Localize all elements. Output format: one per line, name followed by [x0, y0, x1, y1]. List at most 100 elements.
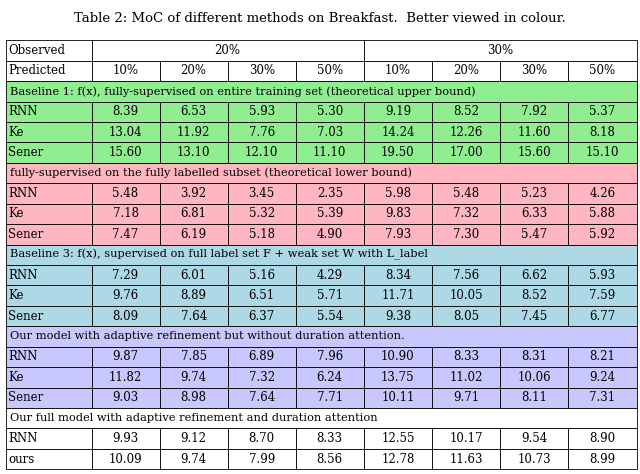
Text: Ke: Ke	[8, 371, 24, 384]
Text: 6.24: 6.24	[317, 371, 343, 384]
Bar	[364, 204, 432, 224]
Text: 4.26: 4.26	[589, 187, 616, 200]
Bar	[568, 449, 637, 469]
Text: 5.93: 5.93	[248, 105, 275, 118]
Text: 15.60: 15.60	[109, 146, 142, 159]
Bar	[6, 40, 92, 61]
Bar	[159, 204, 228, 224]
Bar	[432, 122, 500, 142]
Text: 8.05: 8.05	[453, 310, 479, 322]
Text: 10.05: 10.05	[449, 289, 483, 302]
Text: 9.54: 9.54	[521, 432, 547, 445]
Text: 3.45: 3.45	[248, 187, 275, 200]
Bar	[228, 346, 296, 367]
Bar	[159, 142, 228, 163]
Bar	[568, 367, 637, 388]
Bar	[568, 142, 637, 163]
Bar	[568, 61, 637, 81]
Bar	[6, 101, 92, 122]
Bar	[364, 40, 637, 61]
Text: 7.30: 7.30	[453, 228, 479, 241]
Text: 8.21: 8.21	[589, 350, 616, 364]
Bar	[159, 265, 228, 285]
Text: 5.48: 5.48	[453, 187, 479, 200]
Text: 10.73: 10.73	[517, 453, 551, 465]
Text: Sener: Sener	[8, 228, 44, 241]
Bar	[159, 428, 228, 449]
Text: 7.96: 7.96	[317, 350, 343, 364]
Bar	[500, 388, 568, 408]
Bar	[92, 142, 159, 163]
Bar	[500, 285, 568, 306]
Text: 19.50: 19.50	[381, 146, 415, 159]
Text: 7.45: 7.45	[521, 310, 547, 322]
Text: 7.32: 7.32	[453, 208, 479, 220]
Bar	[500, 306, 568, 326]
Bar	[500, 183, 568, 204]
Text: 8.70: 8.70	[249, 432, 275, 445]
Text: 7.71: 7.71	[317, 391, 343, 404]
Bar	[432, 428, 500, 449]
Bar	[6, 449, 92, 469]
Bar	[92, 224, 159, 245]
Text: Table 2: MoC of different methods on Breakfast.  Better viewed in colour.: Table 2: MoC of different methods on Bre…	[74, 12, 566, 25]
Text: 5.98: 5.98	[385, 187, 411, 200]
Text: 6.19: 6.19	[180, 228, 207, 241]
Bar	[6, 224, 92, 245]
Text: Predicted: Predicted	[8, 64, 66, 77]
Bar	[6, 285, 92, 306]
Text: 8.33: 8.33	[317, 432, 343, 445]
Text: 9.93: 9.93	[113, 432, 139, 445]
Text: 9.24: 9.24	[589, 371, 616, 384]
Bar	[568, 265, 637, 285]
Bar	[296, 101, 364, 122]
Bar	[296, 265, 364, 285]
Text: 7.56: 7.56	[453, 269, 479, 282]
Bar	[92, 40, 364, 61]
Bar	[364, 449, 432, 469]
Text: 6.33: 6.33	[521, 208, 547, 220]
Bar	[432, 61, 500, 81]
Bar	[296, 388, 364, 408]
Text: 6.37: 6.37	[248, 310, 275, 322]
Bar	[500, 61, 568, 81]
Bar	[432, 224, 500, 245]
Text: 6.01: 6.01	[180, 269, 207, 282]
Bar	[6, 326, 637, 346]
Bar	[500, 224, 568, 245]
Text: 9.76: 9.76	[113, 289, 139, 302]
Bar	[432, 306, 500, 326]
Text: 10.06: 10.06	[517, 371, 551, 384]
Text: 7.18: 7.18	[113, 208, 138, 220]
Text: 15.60: 15.60	[517, 146, 551, 159]
Text: Observed: Observed	[8, 44, 65, 57]
Bar	[6, 428, 92, 449]
Bar	[364, 367, 432, 388]
Bar	[364, 101, 432, 122]
Bar	[92, 204, 159, 224]
Text: 13.04: 13.04	[109, 126, 142, 139]
Bar	[500, 204, 568, 224]
Bar	[568, 101, 637, 122]
Text: 5.47: 5.47	[521, 228, 547, 241]
Text: 12.10: 12.10	[245, 146, 278, 159]
Bar	[6, 245, 637, 265]
Text: 5.16: 5.16	[249, 269, 275, 282]
Text: 5.18: 5.18	[249, 228, 275, 241]
Bar	[296, 224, 364, 245]
Text: 7.29: 7.29	[113, 269, 139, 282]
Bar	[92, 449, 159, 469]
Text: 5.37: 5.37	[589, 105, 616, 118]
Text: 12.55: 12.55	[381, 432, 415, 445]
Text: RNN: RNN	[8, 350, 38, 364]
Text: 8.99: 8.99	[589, 453, 616, 465]
Bar	[296, 142, 364, 163]
Text: 11.71: 11.71	[381, 289, 415, 302]
Text: 9.03: 9.03	[113, 391, 139, 404]
Bar	[92, 265, 159, 285]
Text: 8.11: 8.11	[521, 391, 547, 404]
Bar	[432, 346, 500, 367]
Bar	[568, 428, 637, 449]
Bar	[432, 367, 500, 388]
Text: 8.09: 8.09	[113, 310, 139, 322]
